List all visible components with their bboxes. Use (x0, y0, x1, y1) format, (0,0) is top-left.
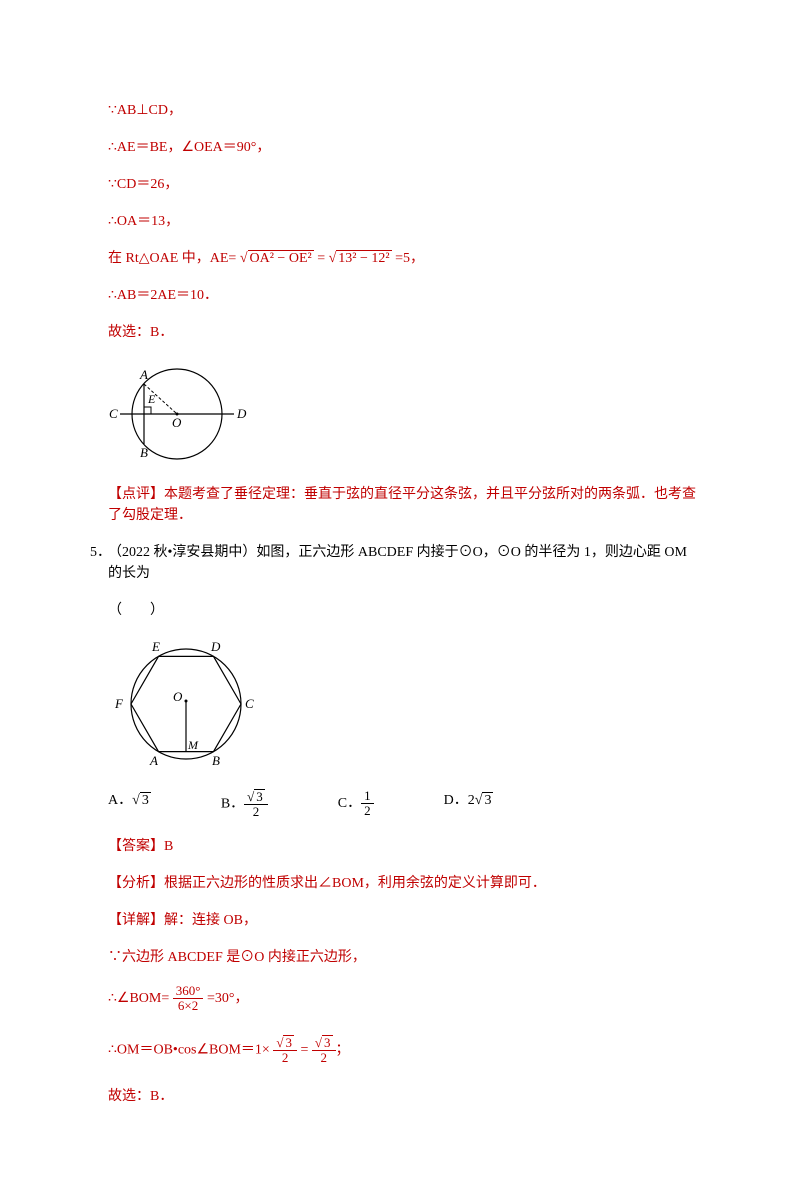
svg-text:A: A (149, 753, 158, 768)
q5-opt-d: D．2√3 (444, 789, 494, 820)
q5-opt-c: C．12 (338, 789, 374, 820)
sol4-l5-sqrt2: 13² − 12² (336, 250, 391, 266)
sol5-detail-head: 【详解】解：连接 OB， (108, 910, 704, 931)
sol4-line2: ∴AE＝BE，∠OEA＝90°， (108, 137, 704, 158)
svg-text:F: F (114, 696, 124, 711)
svg-text:D: D (236, 406, 247, 421)
sol4-line1: ∵AB⊥CD， (108, 100, 704, 121)
svg-text:O: O (173, 689, 183, 704)
sol5-analysis: 【分析】根据正六边形的性质求出∠BOM，利用余弦的定义计算即可． (108, 873, 704, 894)
sol5-answer: 【答案】B (108, 836, 704, 857)
q5-paren: （ ） (108, 600, 704, 621)
sol5-l1: ∵六边形 ABCDEF 是⊙O 内接正六边形， (108, 947, 704, 968)
svg-text:B: B (212, 753, 220, 768)
q5-opt-b: B．√32 (221, 789, 268, 820)
sol5-l2: ∴∠BOM= 360°6×2 =30°， (108, 984, 704, 1014)
svg-text:D: D (210, 639, 221, 654)
sol4-l5-post: =5， (392, 251, 424, 266)
svg-text:M: M (187, 738, 199, 752)
q5-stem: 5．（2022 秋•淳安县期中）如图，正六边形 ABCDEF 内接于⊙O，⊙O … (108, 542, 704, 584)
svg-text:O: O (172, 415, 182, 430)
q5-number: 5． (90, 542, 108, 563)
sol4-line6: ∴AB＝2AE＝10． (108, 285, 704, 306)
q5-options: A．√3 B．√32 C．12 D．2√3 (108, 789, 704, 820)
sol4-l5-pre: 在 Rt△OAE 中，AE= (108, 251, 240, 266)
svg-text:B: B (140, 445, 148, 460)
q5-source: （2022 秋•淳安县期中）如图，正六边形 ABCDEF 内接于⊙O，⊙O 的半… (108, 545, 687, 581)
sol4-line4: ∴OA＝13， (108, 211, 704, 232)
diagram4: A B C D E O (102, 359, 704, 474)
svg-text:C: C (245, 696, 254, 711)
sol5-l3: ∴OM＝OB•cos∠BOM＝1× √32 = √32； (108, 1035, 704, 1066)
sol4-line7: 故选：B． (108, 322, 704, 343)
sol5-l4: 故选：B． (108, 1086, 704, 1107)
sol4-line3: ∵CD＝26， (108, 174, 704, 195)
svg-text:E: E (147, 392, 156, 406)
q5-opt-a: A．√3 (108, 789, 151, 820)
svg-text:A: A (139, 367, 148, 382)
svg-text:E: E (151, 639, 160, 654)
sol4-comment: 【点评】本题考查了垂径定理：垂直于弦的直径平分这条弦，并且平分弦所对的两条弧．也… (108, 484, 704, 526)
diagram5: E D C F A B O M (108, 631, 704, 781)
sol4-l5-mid: = (314, 251, 329, 266)
sol4-line5: 在 Rt△OAE 中，AE= √OA² − OE² = √13² − 12² =… (108, 248, 704, 269)
sol4-l5-sqrt1: OA² − OE² (248, 250, 314, 266)
svg-text:C: C (109, 406, 118, 421)
